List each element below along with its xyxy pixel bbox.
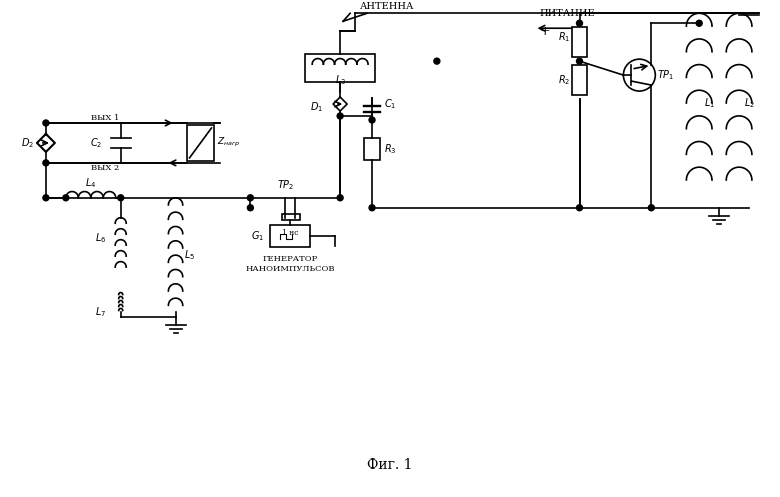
Circle shape bbox=[369, 205, 375, 211]
Circle shape bbox=[697, 20, 702, 26]
Circle shape bbox=[337, 113, 343, 119]
Text: $G_1$: $G_1$ bbox=[251, 229, 264, 243]
Text: $Z_{нагр}$: $Z_{нагр}$ bbox=[218, 136, 241, 150]
Text: Фиг. 1: Фиг. 1 bbox=[367, 458, 413, 472]
Circle shape bbox=[576, 20, 583, 26]
Circle shape bbox=[43, 120, 49, 126]
Bar bbox=[271, 225, 310, 247]
Circle shape bbox=[118, 195, 124, 201]
Text: $C_1$: $C_1$ bbox=[384, 97, 396, 111]
Text: АНТЕННА: АНТЕННА bbox=[360, 2, 414, 11]
Text: $R_1$: $R_1$ bbox=[558, 30, 570, 44]
Bar bbox=[186, 125, 214, 161]
Text: $L_5$: $L_5$ bbox=[183, 248, 195, 262]
Text: $R_2$: $R_2$ bbox=[558, 73, 570, 87]
Circle shape bbox=[247, 205, 254, 211]
Text: $C_2$: $C_2$ bbox=[90, 136, 103, 150]
Circle shape bbox=[369, 117, 375, 123]
Text: $L_6$: $L_6$ bbox=[95, 231, 106, 245]
Text: ПИТАНИЕ: ПИТАНИЕ bbox=[540, 9, 595, 18]
Text: ВЫХ 2: ВЫХ 2 bbox=[90, 164, 119, 172]
Text: $D_2$: $D_2$ bbox=[21, 136, 34, 150]
Text: +: + bbox=[540, 25, 550, 38]
Text: $L_1$: $L_1$ bbox=[704, 96, 715, 110]
Bar bbox=[572, 27, 587, 57]
Circle shape bbox=[337, 195, 343, 201]
Text: $R_3$: $R_3$ bbox=[384, 142, 396, 156]
Text: $L_7$: $L_7$ bbox=[95, 306, 106, 320]
Bar bbox=[305, 54, 375, 82]
Text: ГЕНЕРАТОР: ГЕНЕРАТОР bbox=[263, 254, 318, 262]
Bar bbox=[364, 138, 380, 160]
Circle shape bbox=[576, 205, 583, 211]
Text: $D_1$: $D_1$ bbox=[310, 100, 323, 114]
Text: 1 нс: 1 нс bbox=[282, 229, 299, 237]
Circle shape bbox=[43, 160, 49, 166]
Circle shape bbox=[43, 195, 49, 201]
Text: $L_2$: $L_2$ bbox=[744, 96, 755, 110]
Text: $L_3$: $L_3$ bbox=[335, 73, 346, 87]
Circle shape bbox=[648, 205, 654, 211]
Circle shape bbox=[247, 195, 254, 201]
Text: $TP_1$: $TP_1$ bbox=[658, 68, 675, 82]
Bar bbox=[572, 65, 587, 95]
Text: НАНОИМПУЛЬСОВ: НАНОИМПУЛЬСОВ bbox=[246, 264, 335, 273]
Bar bbox=[282, 214, 300, 220]
Circle shape bbox=[576, 58, 583, 64]
Text: $L_4$: $L_4$ bbox=[85, 176, 97, 190]
Text: $TP_2$: $TP_2$ bbox=[277, 178, 294, 192]
Text: ВЫХ 1: ВЫХ 1 bbox=[90, 114, 119, 122]
Circle shape bbox=[434, 58, 440, 64]
Circle shape bbox=[63, 195, 69, 201]
